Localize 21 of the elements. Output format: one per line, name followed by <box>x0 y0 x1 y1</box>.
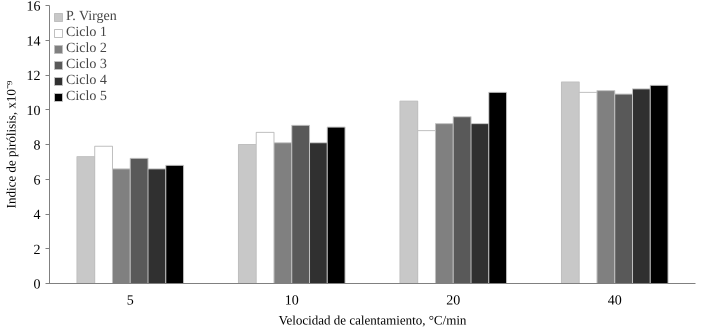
x-tick-label: 40 <box>608 294 622 308</box>
x-tick-label: 5 <box>126 294 134 308</box>
x-tick-label: 20 <box>446 294 460 308</box>
x-tick-label: 10 <box>284 294 299 308</box>
y-tick-label: 6 <box>34 173 40 188</box>
y-tick-label: 16 <box>26 0 40 14</box>
y-axis-title: Indice de pirólisis, x10⁻⁹ <box>4 80 18 208</box>
legend-label: Ciclo 3 <box>66 57 107 73</box>
y-tick-label: 12 <box>26 69 40 84</box>
y-tick-label: 0 <box>34 278 40 292</box>
legend-label: Ciclo 5 <box>66 89 107 105</box>
y-tick-label: 14 <box>26 34 40 50</box>
legend-label: Ciclo 1 <box>66 25 107 41</box>
legend-label: Ciclo 4 <box>66 73 107 89</box>
y-tick-label: 2 <box>34 242 40 258</box>
y-tick-label: 10 <box>26 104 40 119</box>
legend-label: P. Virgen <box>66 9 117 25</box>
legend-label: Ciclo 2 <box>66 41 107 57</box>
y-tick-label: 8 <box>34 138 40 154</box>
y-tick-label: 4 <box>34 208 40 223</box>
x-axis-title: Velocidad de calentamiento, °C/min <box>278 312 467 328</box>
